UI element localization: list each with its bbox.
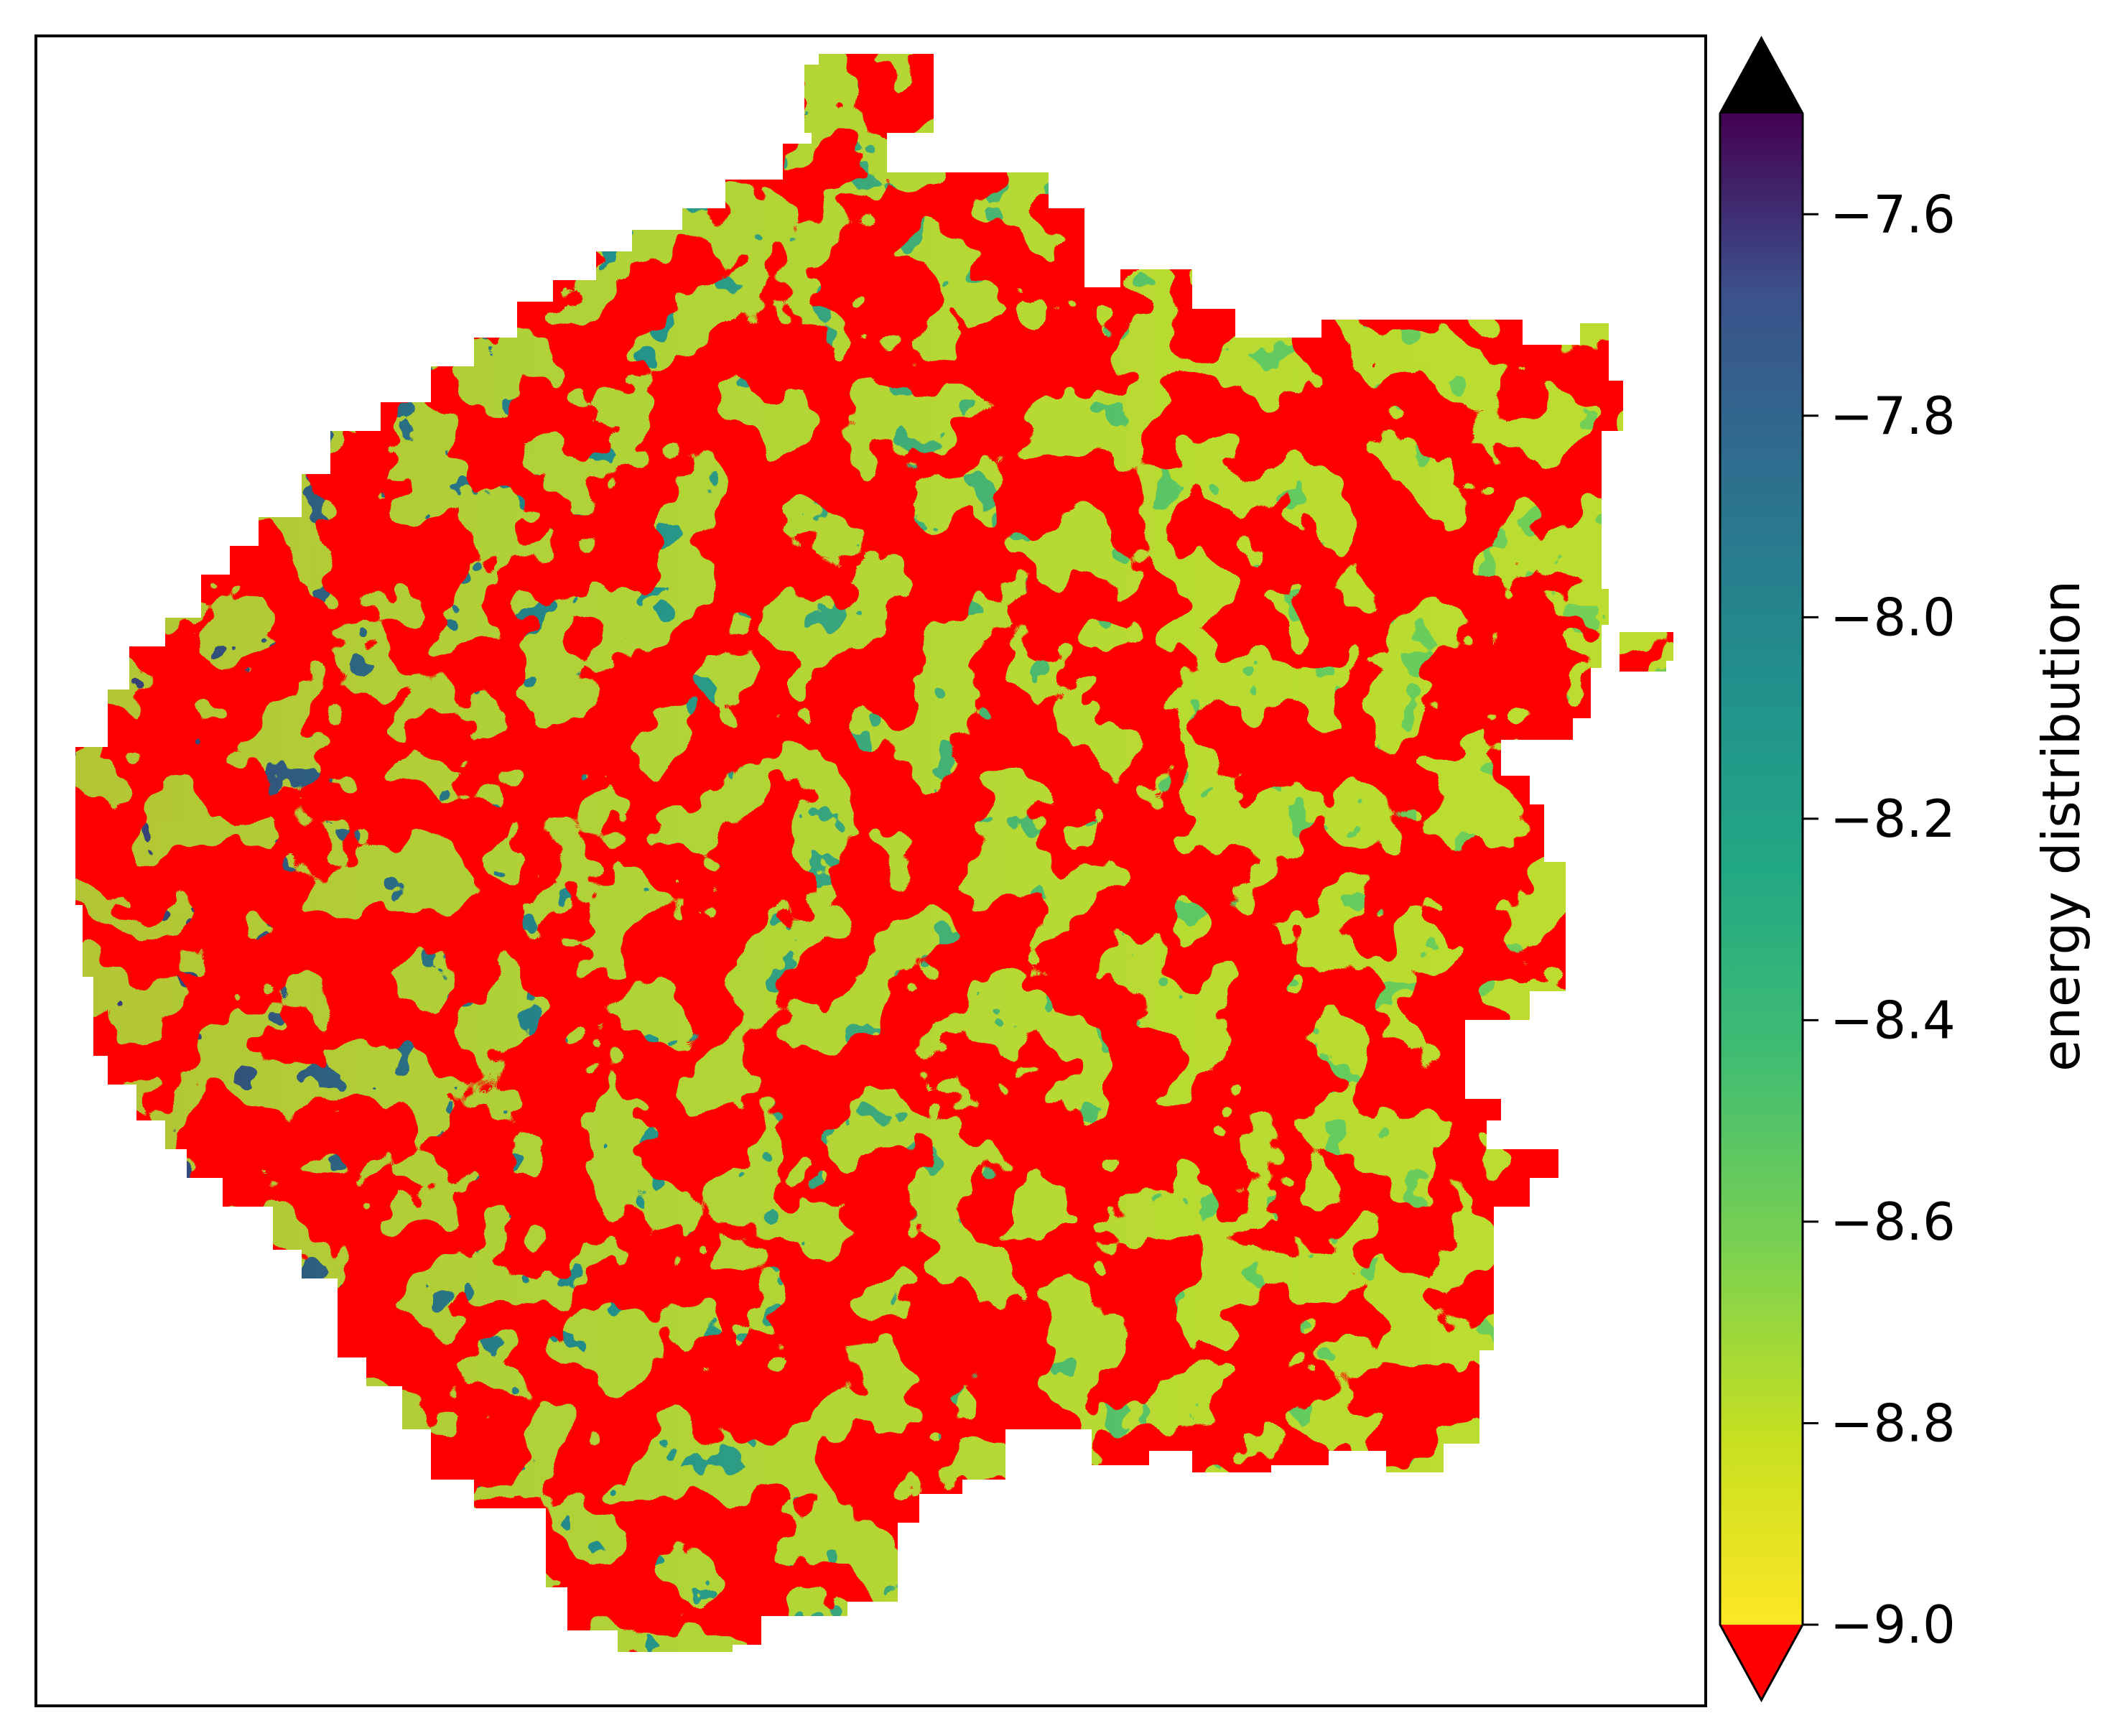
colorbar-tick-label: −7.8 <box>1830 386 1956 446</box>
colorbar-tick-label: −8.8 <box>1830 1393 1956 1453</box>
heatmap-field <box>75 54 1673 1652</box>
heatmap-plot-area <box>34 34 1707 1707</box>
colorbar-extend-low <box>1720 1625 1803 1700</box>
colorbar-tick-label: −8.2 <box>1830 789 1956 849</box>
colorbar-tick-label: −8.0 <box>1830 587 1956 647</box>
colorbar-ticks: −7.6 −7.8 −8.0 −8.2 −8.4 −8.6 −8.8 −9.0 <box>1803 184 1956 1655</box>
colorbar-tick-label: −8.6 <box>1830 1192 1956 1252</box>
plot-frame <box>34 34 1707 1707</box>
colorbar-tick-label: −7.6 <box>1830 184 1956 244</box>
colorbar-extend-high <box>1720 38 1803 113</box>
colorbar: −7.6 −7.8 −8.0 −8.2 −8.4 −8.6 −8.8 −9.0 energy … <box>1719 35 2091 1703</box>
colorbar-label: energy distribution <box>2031 580 2091 1072</box>
colorbar-tick-label: −9.0 <box>1830 1595 1956 1655</box>
colorbar-gradient <box>1720 113 1803 1625</box>
colorbar-tick-label: −8.4 <box>1830 990 1956 1050</box>
